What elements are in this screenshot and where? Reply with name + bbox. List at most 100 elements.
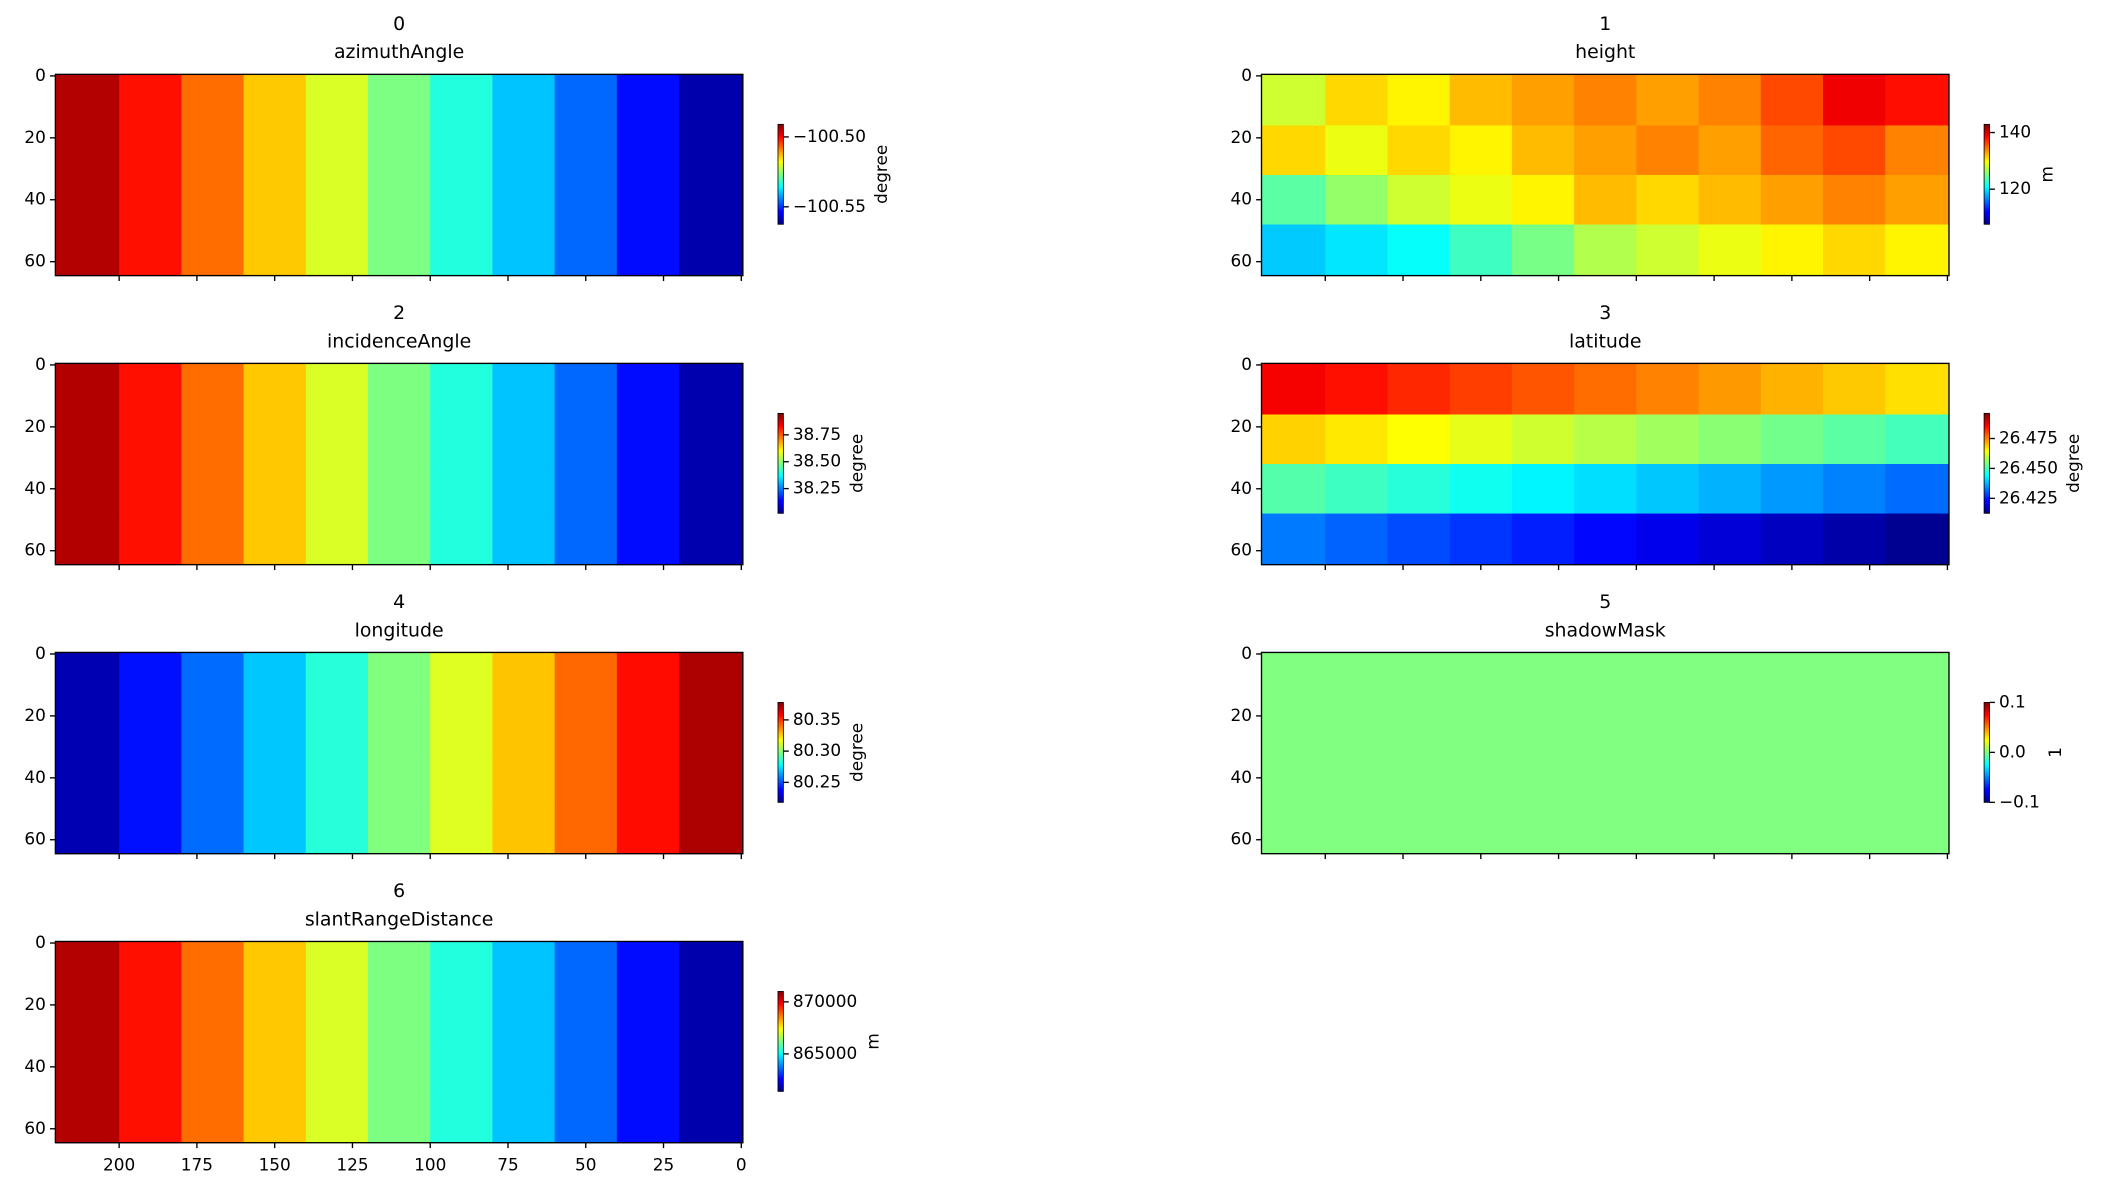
- heatmap-cell: [616, 941, 680, 994]
- colorbar-tick-label: −100.55: [793, 196, 866, 216]
- heatmap-cell: [1885, 74, 1950, 126]
- heatmap-cell: [554, 513, 618, 566]
- heatmap-cell: [1636, 174, 1700, 226]
- heatmap-cell: [1760, 703, 1824, 754]
- heatmap-cell: [616, 992, 680, 1043]
- heatmap-cell: [554, 174, 618, 226]
- heatmap-cell: [119, 224, 182, 277]
- heatmap-cell: [368, 941, 431, 994]
- heatmap-cell: [368, 513, 431, 566]
- heatmap-cell: [1698, 652, 1762, 705]
- heatmap-cell: [430, 74, 493, 126]
- heatmap-cell: [1574, 174, 1637, 226]
- heatmap-cell: [1387, 652, 1451, 705]
- heatmap-cell: [616, 1091, 680, 1144]
- heatmap-cell: [119, 74, 182, 126]
- heatmap-cell: [305, 174, 369, 226]
- heatmap-cell: [305, 414, 369, 465]
- heatmap-cell: [243, 74, 307, 126]
- heatmap-cell: [181, 941, 245, 994]
- panel-title: 5: [1599, 591, 1611, 613]
- heatmap-cell: [1636, 414, 1700, 465]
- heatmap-cell: [1574, 464, 1637, 515]
- panel-title: 0: [393, 13, 405, 35]
- heatmap-cell: [368, 1091, 431, 1144]
- heatmap-cell: [1387, 363, 1451, 416]
- heatmap-cell: [1885, 703, 1950, 754]
- heatmap-cell: [243, 753, 307, 804]
- heatmap-cell: [1449, 753, 1513, 804]
- heatmap-cell: [1636, 464, 1700, 515]
- colorbar: [777, 412, 784, 514]
- heatmap-cell: [1325, 513, 1389, 566]
- colorbar-tick-label: 120: [1999, 178, 2031, 198]
- heatmap-cell: [679, 513, 744, 566]
- heatmap-cell: [492, 1042, 556, 1093]
- heatmap-cell: [1261, 802, 1326, 855]
- heatmap-cell: [55, 1042, 120, 1093]
- heatmap-cell: [1511, 363, 1575, 416]
- heatmap-cell: [1636, 224, 1700, 277]
- heatmap-cell: [368, 1042, 431, 1093]
- y-tick-label: 60: [24, 1118, 45, 1138]
- heatmap-cell: [1760, 652, 1824, 705]
- heatmap-cell: [1511, 74, 1575, 126]
- heatmap-cell: [119, 464, 182, 515]
- heatmap-cell: [554, 992, 618, 1043]
- heatmap-cell: [119, 513, 182, 566]
- heatmap-cell: [55, 753, 120, 804]
- heatmap-cell: [1574, 224, 1637, 277]
- heatmap-cell: [368, 652, 431, 705]
- heatmap-cell: [243, 941, 307, 994]
- heatmap-cell: [368, 174, 431, 226]
- x-tick-label: 100: [414, 1155, 446, 1175]
- heatmap-cell: [1387, 125, 1451, 176]
- panel-subtitle: height: [1575, 41, 1635, 63]
- heatmap-cell: [305, 125, 369, 176]
- heatmap-cell: [243, 414, 307, 465]
- colorbar-tick-label: 38.50: [793, 451, 841, 471]
- colorbar: [777, 123, 784, 225]
- colorbar-label: degree: [2063, 434, 2083, 493]
- heatmap-cell: [1885, 125, 1950, 176]
- heatmap-cell: [1698, 464, 1762, 515]
- axes-frame: [1260, 362, 1950, 566]
- colorbar-tick-label: −0.1: [1999, 791, 2040, 811]
- y-tick-label: 0: [35, 643, 46, 663]
- heatmap-cell: [119, 363, 182, 416]
- heatmap-cell: [181, 174, 245, 226]
- heatmap-cell: [181, 363, 245, 416]
- heatmap-cell: [679, 1042, 744, 1093]
- heatmap-cell: [1387, 174, 1451, 226]
- heatmap-cell: [55, 224, 120, 277]
- colorbar-tick-label: 80.30: [793, 740, 841, 760]
- heatmap-cell: [492, 464, 556, 515]
- heatmap-cell: [1325, 802, 1389, 855]
- heatmap-cell: [1822, 74, 1886, 126]
- heatmap-cell: [430, 513, 493, 566]
- heatmap-cell: [679, 703, 744, 754]
- x-tick-label: 0: [736, 1155, 747, 1175]
- heatmap-cell: [1574, 363, 1637, 416]
- heatmap-cell: [1325, 414, 1389, 465]
- heatmap-cell: [1822, 802, 1886, 855]
- colorbar-label: m: [2036, 166, 2056, 182]
- y-tick-label: 20: [1231, 705, 1252, 725]
- x-tick-label: 50: [575, 1155, 596, 1175]
- heatmap-cell: [181, 74, 245, 126]
- heatmap-cell: [1261, 224, 1326, 277]
- heatmap-cell: [1387, 753, 1451, 804]
- colorbar-label: m: [862, 1033, 882, 1049]
- heatmap-cell: [492, 125, 556, 176]
- colorbar-tick-label: 26.425: [1999, 487, 2058, 507]
- heatmap-cell: [1387, 74, 1451, 126]
- heatmap-cell: [1261, 513, 1326, 566]
- y-tick-label: 20: [24, 705, 45, 725]
- heatmap-cell: [1698, 224, 1762, 277]
- colorbar: [1983, 412, 1990, 514]
- heatmap-cell: [554, 941, 618, 994]
- heatmap-cell: [368, 224, 431, 277]
- heatmap-cell: [368, 74, 431, 126]
- heatmap-cell: [616, 703, 680, 754]
